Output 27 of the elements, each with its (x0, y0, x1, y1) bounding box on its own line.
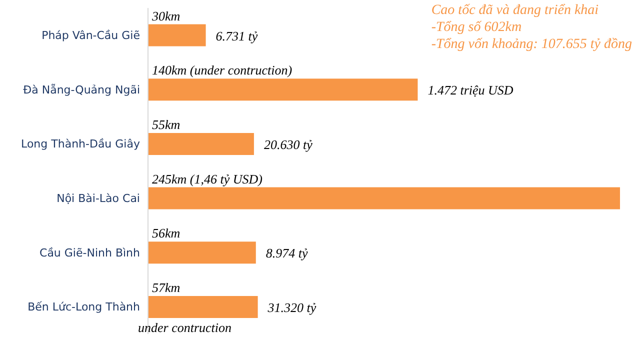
annotation: 31.320 tỷ (266, 300, 316, 315)
y-tick-label: Cầu Giẽ-Ninh Bình (40, 246, 140, 260)
annotation: 6.731 tỷ (216, 28, 258, 44)
annotation: 8.974 tỷ (266, 246, 308, 261)
y-tick-label: Bến Lức-Long Thành (28, 300, 140, 314)
y-tick-label: Pháp Vân-Cầu Giẽ (42, 29, 140, 42)
annotation: -Tổng số 602km (431, 19, 523, 36)
chart-title: Cao tốc đã và đang triển khai (431, 2, 600, 19)
bar (148, 132, 254, 155)
data-label: 140km (under contruction) (152, 62, 292, 78)
bar (148, 187, 620, 210)
y-tick-label: Long Thành-Dầu Giây (21, 138, 140, 151)
bar (148, 24, 206, 46)
annotation: 1.472 triệu USD (428, 82, 514, 98)
data-label: 56km (152, 226, 180, 241)
y-tick-label: Nội Bài-Lào Cai (56, 192, 140, 206)
annotation: -Tổng vốn khoảng: 107.655 tỷ đồng (431, 36, 632, 53)
bar (148, 78, 418, 101)
y-tick-label: Đà Nẵng-Quảng Ngãi (23, 83, 140, 96)
data-label: 30km (151, 8, 180, 24)
annotation: 20.630 tỷ (264, 136, 313, 152)
bar (148, 242, 256, 264)
bar (148, 296, 258, 318)
annotation: under contruction (138, 320, 232, 335)
data-label: 57km (152, 280, 180, 295)
data-label: 55km (152, 116, 180, 132)
data-label: 245km (1,46 tỷ USD) (152, 171, 262, 186)
